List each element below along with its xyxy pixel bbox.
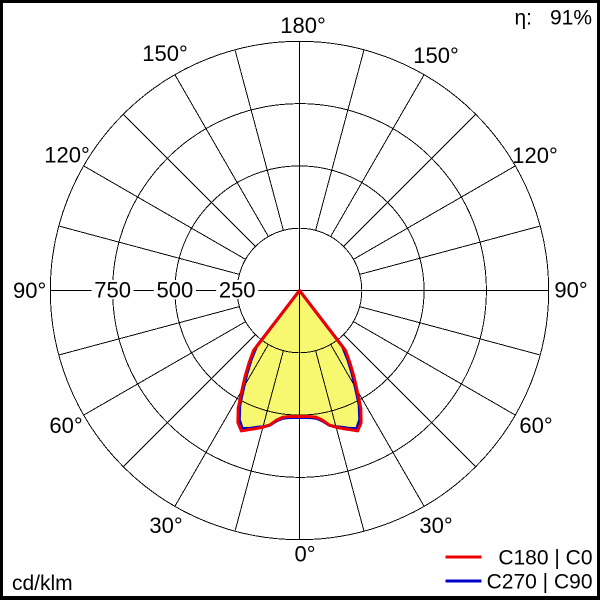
svg-text:60°: 60° bbox=[519, 413, 552, 438]
svg-text:120°: 120° bbox=[44, 143, 90, 168]
svg-text:cd/klm: cd/klm bbox=[12, 572, 73, 595]
svg-text:250: 250 bbox=[219, 278, 256, 303]
svg-text:180°: 180° bbox=[280, 13, 326, 38]
svg-text:C270 | C90: C270 | C90 bbox=[487, 571, 593, 594]
svg-text:750: 750 bbox=[94, 278, 131, 303]
svg-text:500: 500 bbox=[157, 278, 194, 303]
svg-text:150°: 150° bbox=[142, 41, 188, 66]
svg-text:30°: 30° bbox=[149, 513, 182, 538]
svg-text:91%: 91% bbox=[550, 7, 592, 30]
svg-text:90°: 90° bbox=[554, 278, 587, 303]
svg-text:30°: 30° bbox=[419, 513, 452, 538]
svg-text:C180 | C0: C180 | C0 bbox=[498, 547, 592, 570]
svg-text:150°: 150° bbox=[413, 43, 459, 68]
svg-text:120°: 120° bbox=[512, 143, 558, 168]
svg-text:90°: 90° bbox=[13, 278, 46, 303]
svg-text:0°: 0° bbox=[294, 542, 315, 567]
svg-text:60°: 60° bbox=[49, 413, 82, 438]
svg-text:η:: η: bbox=[515, 7, 533, 30]
